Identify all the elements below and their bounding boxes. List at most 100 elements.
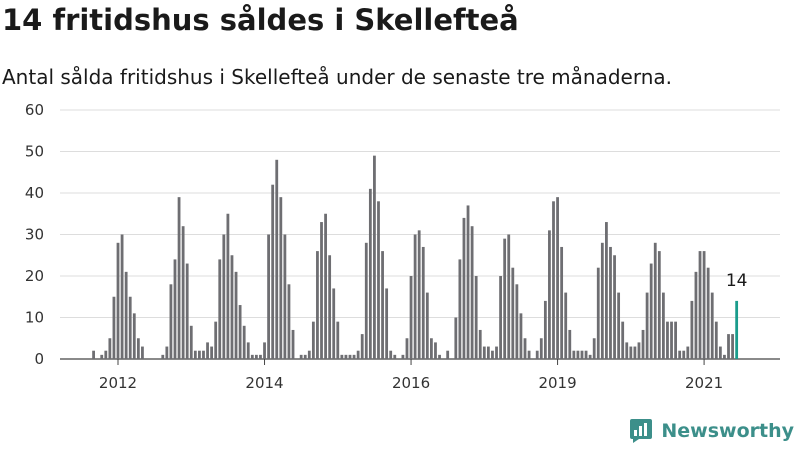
bar bbox=[332, 288, 336, 359]
bar bbox=[515, 284, 519, 359]
x-axis: 2012201420162019202120232025 bbox=[99, 359, 723, 392]
x-tick-label: 2019 bbox=[538, 374, 576, 392]
bar bbox=[267, 234, 270, 359]
bar bbox=[389, 350, 393, 359]
bar bbox=[352, 354, 356, 359]
bars bbox=[92, 155, 739, 359]
bar bbox=[275, 159, 279, 359]
bar bbox=[283, 234, 287, 359]
bar bbox=[324, 213, 327, 359]
bar bbox=[641, 329, 645, 359]
bar bbox=[373, 155, 376, 359]
y-tick-label: 20 bbox=[25, 267, 44, 285]
bar bbox=[254, 354, 258, 359]
bar bbox=[230, 255, 234, 359]
bar bbox=[92, 350, 95, 359]
bar bbox=[507, 234, 511, 359]
bar bbox=[320, 222, 323, 359]
bar bbox=[169, 284, 173, 359]
bar bbox=[714, 321, 718, 359]
bar bbox=[633, 346, 637, 359]
bar bbox=[621, 321, 625, 359]
bar bbox=[185, 263, 189, 359]
bar bbox=[242, 325, 246, 359]
bar bbox=[141, 346, 144, 359]
bar bbox=[491, 350, 494, 359]
bar bbox=[287, 284, 291, 359]
bar bbox=[438, 354, 441, 359]
bar bbox=[511, 267, 515, 359]
bar bbox=[181, 226, 185, 359]
bar bbox=[271, 184, 275, 359]
bar bbox=[723, 354, 726, 359]
bar bbox=[291, 329, 295, 359]
bar bbox=[600, 242, 604, 359]
bar bbox=[613, 255, 616, 359]
bar bbox=[161, 354, 165, 359]
bar bbox=[303, 354, 307, 359]
bar bbox=[206, 342, 209, 359]
bar bbox=[523, 338, 527, 359]
y-tick-label: 0 bbox=[34, 350, 44, 368]
bar bbox=[718, 346, 722, 359]
bar bbox=[222, 234, 226, 359]
y-tick-label: 30 bbox=[25, 226, 44, 244]
bar bbox=[413, 234, 417, 359]
bar bbox=[702, 251, 706, 359]
bar bbox=[552, 201, 555, 359]
bar bbox=[657, 251, 661, 359]
bar bbox=[425, 292, 429, 359]
bar bbox=[564, 292, 568, 359]
bar bbox=[202, 350, 205, 359]
bar bbox=[401, 354, 405, 359]
bar bbox=[214, 321, 218, 359]
y-tick-label: 10 bbox=[25, 309, 44, 327]
bar bbox=[584, 350, 588, 359]
bar bbox=[210, 346, 214, 359]
bar bbox=[356, 350, 360, 359]
bar bbox=[116, 242, 120, 359]
bar bbox=[417, 230, 421, 359]
bar bbox=[458, 259, 462, 359]
bar bbox=[218, 259, 222, 359]
bar bbox=[368, 188, 372, 359]
chart-subtitle: Antal sålda fritidshus i Skellefteå unde… bbox=[2, 65, 673, 89]
bar bbox=[238, 305, 242, 359]
bar bbox=[519, 313, 523, 359]
bar bbox=[124, 271, 128, 359]
bar bbox=[572, 350, 576, 359]
bar bbox=[568, 329, 572, 359]
latest-value-label: 14 bbox=[726, 271, 748, 291]
bar bbox=[263, 342, 266, 359]
bar bbox=[629, 346, 633, 359]
bar bbox=[279, 197, 283, 359]
x-tick-label: 2012 bbox=[99, 374, 137, 392]
bar bbox=[234, 271, 238, 359]
bar bbox=[165, 346, 169, 359]
bar bbox=[482, 346, 486, 359]
bar bbox=[588, 354, 592, 359]
bar bbox=[177, 197, 181, 359]
brand-name: Newsworthy bbox=[661, 420, 794, 442]
bar bbox=[609, 246, 612, 359]
bar bbox=[625, 342, 629, 359]
bar bbox=[727, 334, 730, 359]
bar bbox=[503, 238, 507, 359]
bar bbox=[348, 354, 352, 359]
bar bbox=[344, 354, 348, 359]
bar-latest bbox=[735, 300, 739, 359]
bar bbox=[104, 350, 108, 359]
bar bbox=[645, 292, 649, 359]
bar bbox=[682, 350, 686, 359]
bar bbox=[259, 354, 262, 359]
bar bbox=[548, 230, 551, 359]
bar bbox=[405, 338, 409, 359]
bar bbox=[474, 276, 478, 359]
bar bbox=[307, 350, 311, 359]
bar bbox=[466, 205, 470, 359]
bar bbox=[421, 246, 425, 359]
bar bbox=[336, 321, 340, 359]
bar bbox=[576, 350, 580, 359]
bar bbox=[454, 317, 458, 359]
